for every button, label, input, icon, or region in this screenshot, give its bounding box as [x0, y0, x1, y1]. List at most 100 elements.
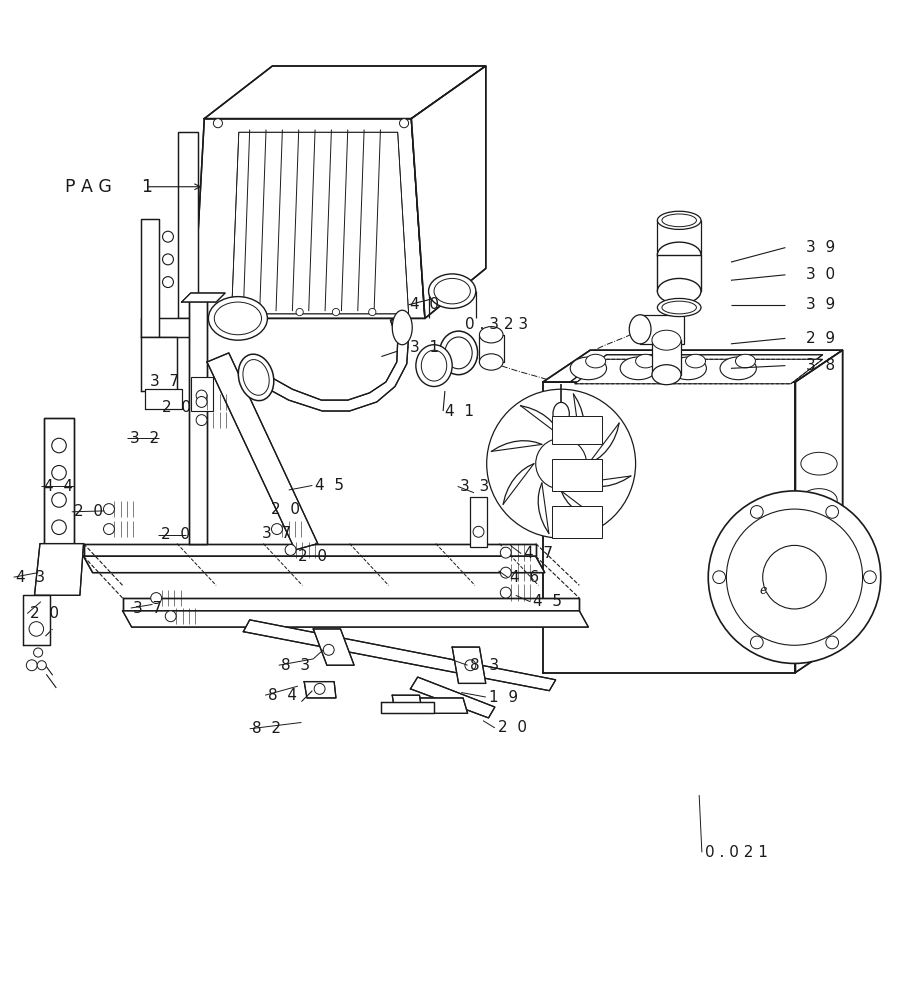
Polygon shape	[479, 335, 504, 362]
Circle shape	[369, 308, 376, 316]
Polygon shape	[452, 647, 486, 683]
Ellipse shape	[801, 525, 837, 548]
Polygon shape	[570, 355, 823, 382]
Circle shape	[271, 524, 282, 535]
Text: 1: 1	[141, 178, 152, 196]
Bar	[552, 416, 602, 444]
Ellipse shape	[657, 278, 701, 304]
Circle shape	[52, 465, 66, 480]
Circle shape	[151, 593, 162, 604]
Text: 3  2: 3 2	[130, 431, 159, 446]
Polygon shape	[575, 359, 823, 384]
Bar	[640, 315, 684, 344]
Ellipse shape	[620, 357, 656, 380]
Text: P A G: P A G	[65, 178, 113, 196]
Text: 2  9: 2 9	[806, 331, 835, 346]
Polygon shape	[410, 677, 495, 718]
Ellipse shape	[735, 354, 755, 368]
Ellipse shape	[209, 297, 268, 340]
Text: 3  7: 3 7	[262, 526, 291, 541]
Circle shape	[826, 506, 839, 518]
Ellipse shape	[445, 337, 472, 369]
Ellipse shape	[586, 354, 606, 368]
Polygon shape	[141, 318, 198, 337]
Ellipse shape	[392, 310, 412, 345]
Circle shape	[165, 611, 176, 622]
Text: 4  3: 4 3	[16, 570, 45, 585]
Ellipse shape	[243, 360, 269, 395]
Text: 3  0: 3 0	[806, 267, 835, 282]
Text: 3  7: 3 7	[133, 601, 163, 616]
Circle shape	[163, 254, 173, 265]
Circle shape	[665, 360, 676, 371]
Circle shape	[713, 571, 725, 584]
Circle shape	[487, 389, 636, 538]
Polygon shape	[411, 66, 486, 318]
Circle shape	[726, 509, 863, 645]
Ellipse shape	[801, 452, 837, 475]
Ellipse shape	[416, 345, 452, 386]
Circle shape	[196, 390, 207, 401]
Polygon shape	[304, 682, 336, 698]
Text: 2  0: 2 0	[298, 549, 327, 564]
Ellipse shape	[636, 354, 656, 368]
Text: 3  9: 3 9	[806, 297, 835, 312]
Text: 3  7: 3 7	[150, 374, 179, 389]
Ellipse shape	[720, 357, 756, 380]
Polygon shape	[182, 293, 225, 302]
Text: 8  4: 8 4	[268, 688, 297, 703]
Circle shape	[763, 545, 826, 609]
Ellipse shape	[434, 278, 470, 304]
Polygon shape	[141, 337, 177, 391]
Circle shape	[314, 683, 325, 694]
Circle shape	[296, 308, 303, 316]
Text: 2  0: 2 0	[161, 527, 190, 542]
Polygon shape	[204, 66, 486, 119]
Circle shape	[52, 520, 66, 535]
Polygon shape	[795, 350, 843, 673]
Bar	[657, 255, 701, 291]
Polygon shape	[189, 300, 207, 544]
Circle shape	[465, 660, 476, 671]
Ellipse shape	[662, 301, 696, 314]
Circle shape	[864, 571, 876, 584]
Bar	[552, 459, 602, 491]
Text: 4  7: 4 7	[524, 546, 553, 561]
Circle shape	[26, 660, 37, 671]
Circle shape	[500, 587, 511, 598]
Circle shape	[536, 438, 587, 489]
Circle shape	[500, 547, 511, 558]
Text: 4  5: 4 5	[533, 594, 562, 609]
Text: 2  0: 2 0	[162, 400, 191, 415]
Ellipse shape	[629, 315, 651, 344]
Text: 4  6: 4 6	[510, 570, 539, 585]
Ellipse shape	[670, 357, 706, 380]
Ellipse shape	[801, 489, 837, 511]
Polygon shape	[35, 544, 84, 595]
Polygon shape	[392, 695, 422, 713]
Ellipse shape	[214, 302, 262, 335]
Circle shape	[213, 305, 222, 314]
Polygon shape	[207, 353, 318, 550]
Text: 4  1: 4 1	[445, 404, 474, 419]
Bar	[191, 377, 213, 411]
Ellipse shape	[657, 242, 701, 268]
Circle shape	[500, 567, 511, 578]
Polygon shape	[23, 595, 50, 645]
Polygon shape	[193, 119, 425, 318]
Bar	[652, 340, 681, 375]
Ellipse shape	[801, 561, 837, 584]
Circle shape	[213, 119, 222, 128]
Text: 8  3: 8 3	[470, 658, 499, 673]
Text: 3  3: 3 3	[460, 479, 489, 494]
Polygon shape	[313, 629, 354, 665]
Ellipse shape	[652, 365, 681, 385]
Circle shape	[104, 524, 114, 535]
Polygon shape	[145, 389, 182, 409]
Text: 0 . 3 2 3: 0 . 3 2 3	[465, 317, 528, 332]
Ellipse shape	[238, 354, 274, 401]
Ellipse shape	[652, 330, 681, 350]
Text: 2  0: 2 0	[30, 606, 59, 621]
Circle shape	[285, 544, 296, 555]
Circle shape	[196, 396, 207, 407]
